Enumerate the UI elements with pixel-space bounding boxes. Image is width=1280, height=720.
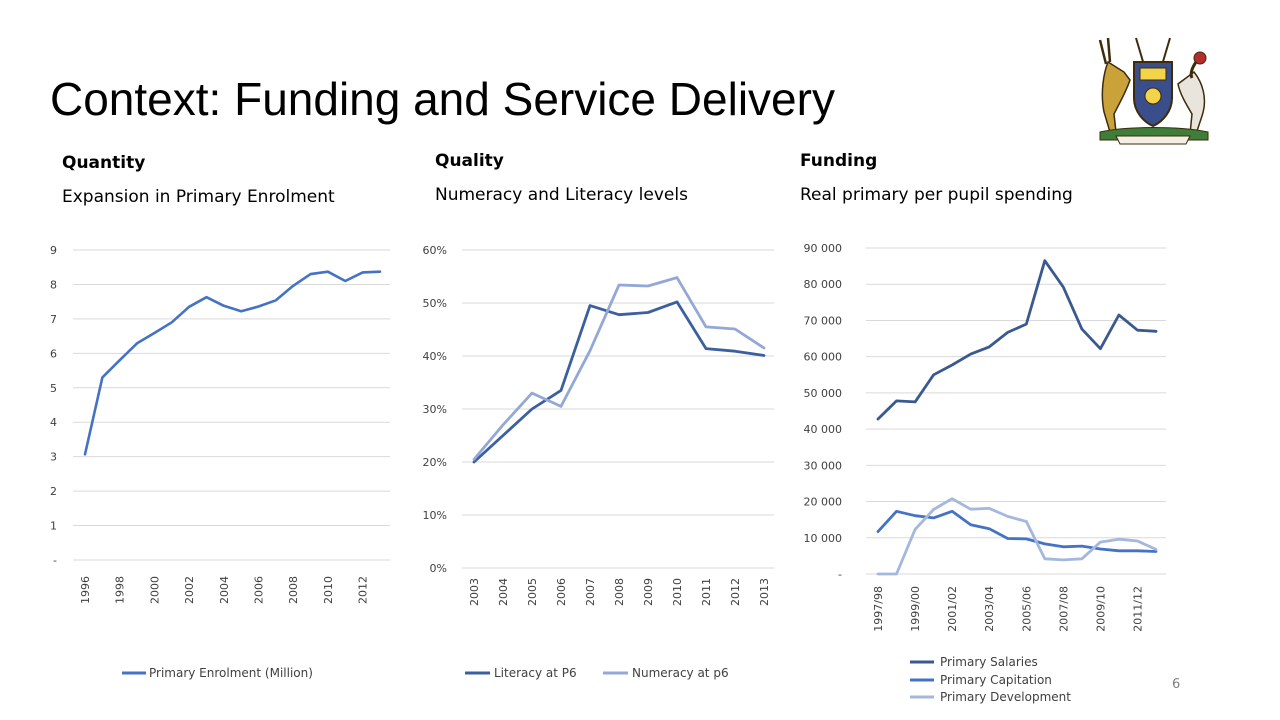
legend-label: Literacy at P6 [494, 666, 577, 680]
y-tick-label: 90 000 [804, 242, 843, 255]
x-tick-label: 2002 [183, 576, 196, 604]
y-tick-label: 10 000 [804, 532, 843, 545]
legend-label: Primary Salaries [940, 655, 1038, 669]
series-line-3 [876, 497, 1158, 576]
panel-heading-quality: Quality [435, 151, 504, 171]
y-tick-label: 9 [50, 244, 57, 257]
x-tick-label: 1997/98 [872, 586, 885, 632]
series-line-1 [83, 270, 382, 456]
x-tick-label: 2004 [497, 578, 510, 606]
y-tick-label: 20 000 [804, 496, 843, 509]
panel-heading-funding: Funding [800, 151, 878, 171]
panel-heading-quantity: Quantity [62, 153, 146, 173]
x-tick-label: 2008 [613, 578, 626, 606]
y-tick-label: 5 [50, 382, 57, 395]
x-tick-label: 2009/10 [1094, 586, 1107, 632]
x-tick-label: 2011 [700, 578, 713, 606]
panel-subheading-quantity: Expansion in Primary Enrolment [62, 187, 335, 207]
y-tick-label: - [838, 568, 842, 581]
x-tick-label: 2007/08 [1057, 586, 1070, 632]
x-tick-label: 2012 [729, 578, 742, 606]
y-tick-label: 6 [50, 347, 57, 360]
y-tick-label: 20% [423, 456, 447, 469]
x-tick-label: 2005/06 [1020, 586, 1033, 632]
x-tick-label: 2004 [218, 576, 231, 604]
y-tick-label: 7 [50, 313, 57, 326]
x-tick-label: 2006 [253, 576, 266, 604]
y-tick-label: 0% [430, 562, 447, 575]
y-tick-label: 4 [50, 416, 57, 429]
x-tick-label: 1999/00 [909, 586, 922, 632]
y-tick-label: 50 000 [804, 387, 843, 400]
series-line-1 [876, 259, 1158, 421]
x-tick-label: 2005 [526, 578, 539, 606]
series-line-1 [472, 300, 766, 464]
x-tick-label: 2011/12 [1131, 586, 1144, 632]
y-tick-label: 60 000 [804, 351, 843, 364]
y-tick-label: 60% [423, 244, 447, 257]
y-tick-label: 70 000 [804, 314, 843, 327]
y-tick-label: 2 [50, 485, 57, 498]
x-tick-label: 2003 [468, 578, 481, 606]
panel-subheading-quality: Numeracy and Literacy levels [435, 185, 688, 205]
series-line-2 [876, 509, 1158, 553]
x-tick-label: 2003/04 [983, 586, 996, 632]
y-tick-label: - [53, 554, 57, 567]
series-line-2 [472, 276, 766, 461]
legend-label: Numeracy at p6 [632, 666, 729, 680]
legend-label: Primary Capitation [940, 673, 1052, 687]
y-tick-label: 40% [423, 350, 447, 363]
y-tick-label: 8 [50, 278, 57, 291]
x-tick-label: 2008 [287, 576, 300, 604]
panel-subheading-funding: Real primary per pupil spending [800, 185, 1073, 205]
slide-title: Context: Funding and Service Delivery [50, 73, 835, 125]
x-tick-label: 2012 [357, 576, 370, 604]
x-tick-label: 1998 [114, 576, 127, 604]
y-tick-label: 1 [50, 520, 57, 533]
x-tick-label: 2010 [322, 576, 335, 604]
y-tick-label: 80 000 [804, 278, 843, 291]
x-tick-label: 2000 [148, 576, 161, 604]
legend-label: Primary Enrolment (Million) [149, 666, 313, 680]
y-tick-label: 50% [423, 297, 447, 310]
y-tick-label: 10% [423, 509, 447, 522]
y-tick-label: 40 000 [804, 423, 843, 436]
page-number: 6 [1172, 677, 1181, 692]
y-tick-label: 30% [423, 403, 447, 416]
y-tick-label: 3 [50, 451, 57, 464]
x-tick-label: 2009 [642, 578, 655, 606]
x-tick-label: 2007 [584, 578, 597, 606]
x-tick-label: 2006 [555, 578, 568, 606]
x-tick-label: 2010 [671, 578, 684, 606]
legend-label: Primary Development [940, 690, 1071, 704]
x-tick-label: 2013 [758, 578, 771, 606]
coat-of-arms-emblem [1098, 37, 1209, 145]
x-tick-label: 1996 [79, 576, 92, 604]
x-tick-label: 2001/02 [946, 586, 959, 632]
y-tick-label: 30 000 [804, 459, 843, 472]
